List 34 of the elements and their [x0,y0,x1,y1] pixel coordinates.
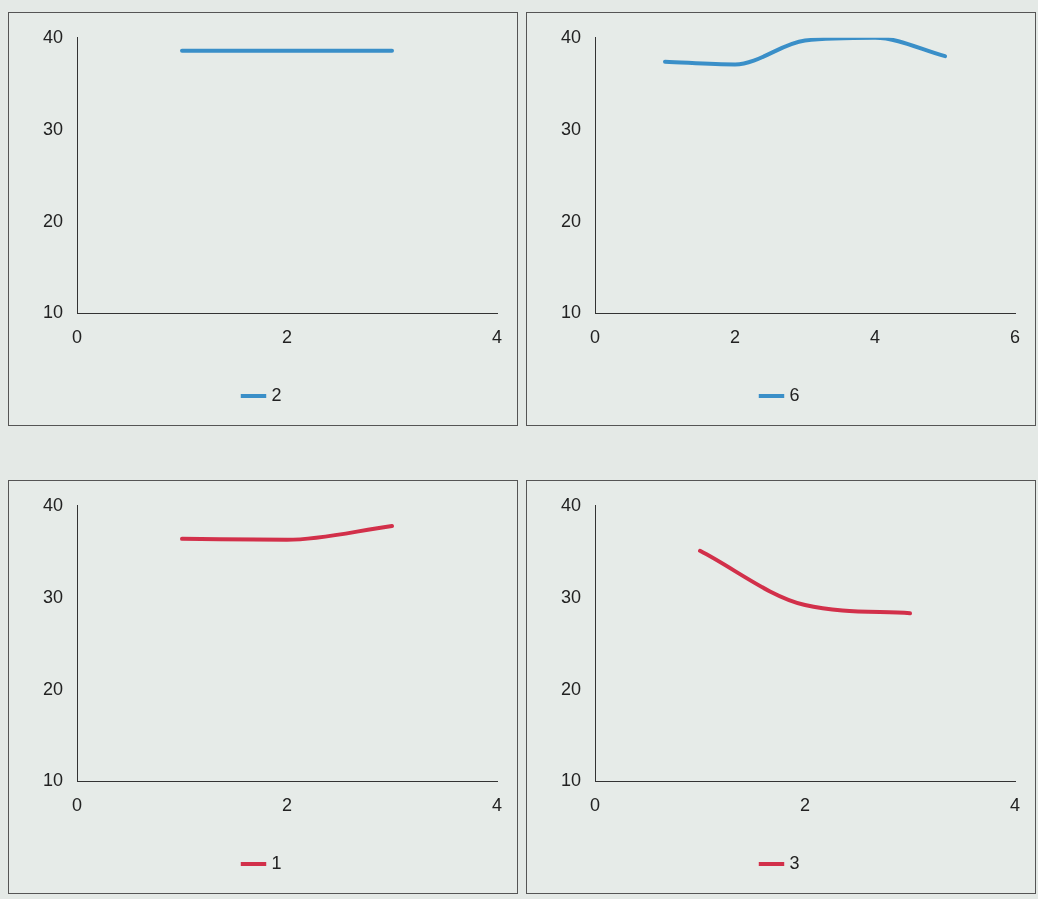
y-tick-label: 20 [42,678,64,699]
x-tick-label: 0 [590,795,601,816]
y-tick-label: 40 [560,26,582,47]
legend-label: 1 [271,852,282,873]
x-tick-label: 2 [282,795,293,816]
y-tick-label: 40 [42,26,64,47]
y-tick-label: 30 [42,586,64,607]
legend-label: 2 [271,384,282,405]
x-tick-label: 0 [72,327,83,348]
line-series [663,37,947,67]
y-tick-label: 40 [560,494,582,515]
legend-label: 6 [789,384,800,405]
y-tick-label: 30 [560,586,582,607]
x-tick-label: 4 [870,327,881,348]
x-tick-label: 4 [491,795,503,816]
y-tick-label: 20 [42,210,64,231]
y-tick-label: 20 [560,678,582,699]
x-tick-label: 0 [590,327,601,348]
x-tick-label: 2 [730,327,741,348]
x-tick-label: 4 [491,327,503,348]
x-tick-label: 6 [1009,327,1021,348]
y-tick-label: 40 [42,494,64,515]
x-tick-label: 4 [1009,795,1021,816]
y-tick-label: 10 [560,770,582,791]
x-tick-label: 0 [72,795,83,816]
y-tick-label: 10 [560,302,582,323]
y-tick-label: 10 [42,302,64,323]
y-tick-label: 30 [560,118,582,139]
y-tick-label: 30 [42,118,64,139]
x-tick-label: 2 [282,327,293,348]
x-tick-label: 2 [800,795,811,816]
y-tick-label: 10 [42,770,64,791]
legend-label: 3 [789,852,800,873]
y-tick-label: 20 [560,210,582,231]
